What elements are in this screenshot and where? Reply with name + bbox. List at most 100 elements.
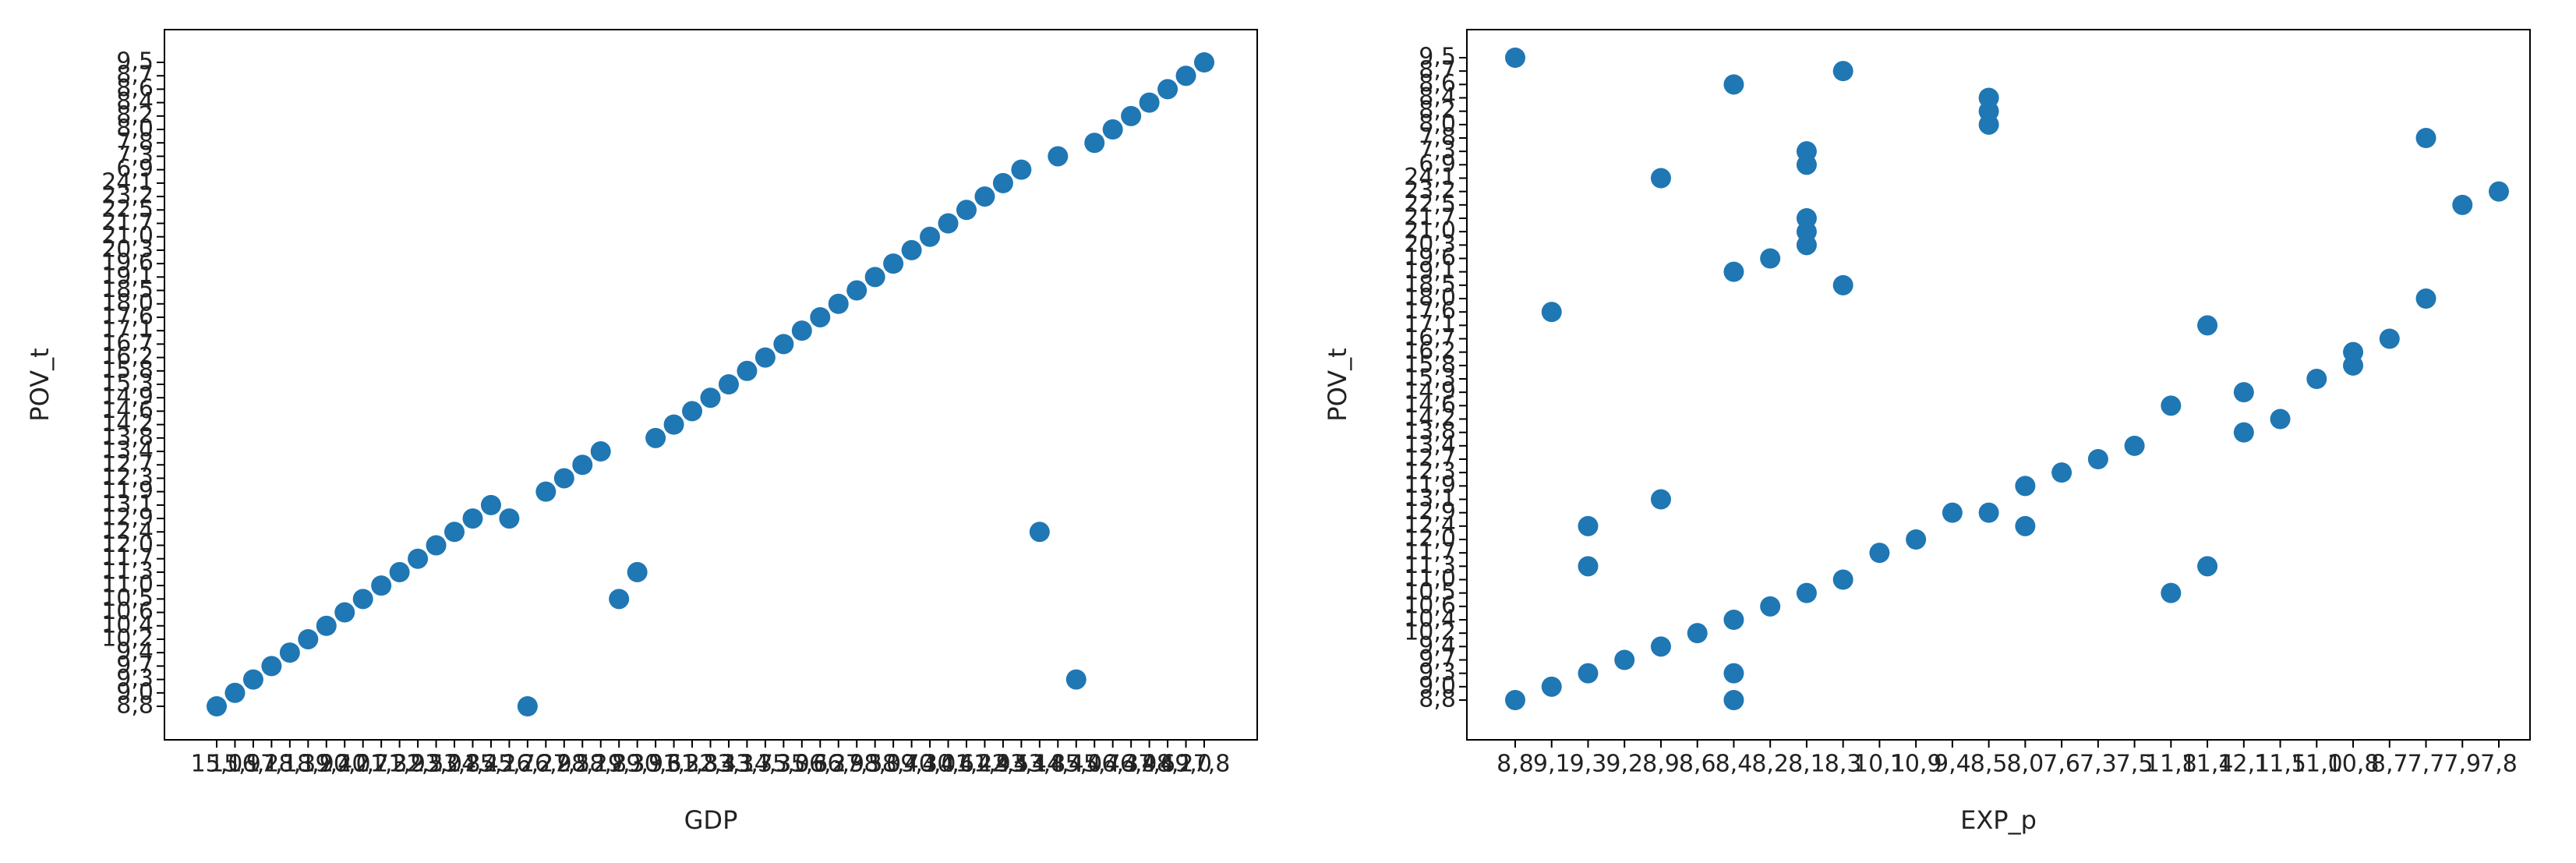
scatter-point	[1832, 61, 1853, 82]
y-tick-label: 8,6	[116, 75, 154, 102]
y-tick-label: 7,8	[116, 129, 154, 156]
x-tick-label: 8,9	[1642, 751, 1680, 778]
x-tick-label: 7,3	[2080, 751, 2117, 778]
y-tick-label: 13,4	[1404, 431, 1456, 458]
scatter-point	[1578, 556, 1599, 577]
scatter-point	[1578, 515, 1599, 536]
scatter-point	[2161, 582, 2182, 603]
y-tick-label: 23,2	[101, 182, 154, 210]
y-tick-label: 18,0	[101, 289, 154, 317]
scatter-point	[1650, 489, 1671, 510]
scatter-point	[224, 682, 246, 703]
y-tick-label: 9,0	[116, 678, 154, 706]
scatter-point	[207, 696, 227, 716]
x-tick-label: 11,8	[2145, 751, 2197, 778]
scatter-point	[2415, 128, 2436, 148]
x-tick-label: 33,7	[721, 751, 773, 778]
x-tick-label: 8,1	[1788, 751, 1825, 778]
scatter-point	[773, 334, 794, 355]
y-tick-label: 8,0	[116, 115, 154, 143]
x-tick-label: 7,9	[2443, 751, 2481, 778]
x-tick-label: 8,0	[2007, 751, 2044, 778]
y-tick-label: 24,1	[1404, 164, 1456, 191]
y-tick-label: 19,6	[1404, 244, 1456, 271]
scatter-point	[2161, 395, 2182, 416]
x-tick-label: 25,1	[465, 751, 518, 778]
y-tick-label: 8,0	[1419, 110, 1456, 137]
scatter-point	[956, 200, 977, 221]
x-tick-label: 26,9	[520, 751, 572, 778]
scatter-point	[883, 253, 904, 274]
scatter-point	[2124, 435, 2145, 456]
scatter-point	[2452, 194, 2473, 215]
scatter-point	[2087, 449, 2108, 469]
scatter-point	[864, 267, 885, 288]
y-tick-label: 19,1	[101, 263, 154, 290]
x-tick-label: 46,9	[1105, 751, 1157, 778]
y-tick-label: 16,2	[1404, 338, 1456, 365]
y-tick-label: 10,4	[1404, 606, 1456, 633]
y-tick-label: 21,7	[101, 209, 154, 236]
scatter-point	[389, 561, 410, 582]
y-tick-label: 17,6	[1404, 298, 1456, 325]
y-tick-label: 11,0	[101, 571, 154, 599]
y-tick-label: 22,5	[1404, 190, 1456, 218]
scatter-point	[1832, 569, 1853, 590]
x-tick-label: 33,1	[703, 751, 755, 778]
y-tick-label: 22,5	[101, 196, 154, 223]
x-tick-label: 36,9	[812, 751, 864, 778]
x-tick-label: 10,8	[2327, 751, 2380, 778]
y-tick-label: 16,2	[101, 343, 154, 370]
x-tick-label: 41,9	[959, 751, 1011, 778]
y-tick-label: 14,9	[101, 384, 154, 411]
x-tick-label: 21,9	[373, 751, 426, 778]
y-tick-label: 15,3	[1404, 365, 1456, 392]
scatter-point	[2197, 556, 2218, 577]
x-tick-label: 41,2	[941, 751, 993, 778]
x-tick-label: 25,7	[483, 751, 535, 778]
scatter-point	[261, 656, 282, 677]
scatter-point	[535, 481, 557, 502]
scatter-point	[609, 589, 630, 610]
y-tick-label: 11,9	[1404, 472, 1456, 499]
scatter-point	[1723, 610, 1744, 630]
y-tick-label: 8,2	[116, 101, 154, 129]
scatter-point	[1723, 690, 1744, 710]
scatter-point	[791, 320, 812, 341]
y-tick-label: 8,4	[1419, 83, 1456, 111]
x-tick-label: 22,5	[392, 751, 444, 778]
y-tick-label: 8,6	[1419, 70, 1456, 97]
y-tick-label: 10,2	[101, 624, 154, 652]
x-tick-label: 7,5	[2116, 751, 2154, 778]
y-tick-label: 12,7	[101, 451, 154, 478]
y-tick-label: 12,7	[1404, 445, 1456, 472]
y-axis-title: POV_t	[25, 348, 55, 421]
scatter-point	[2415, 288, 2436, 309]
scatter-point	[1760, 596, 1781, 617]
x-tick-label: 17,1	[246, 751, 298, 778]
y-tick-label: 19,6	[101, 249, 154, 277]
scatter-point	[298, 628, 319, 649]
y-tick-label: 10,6	[101, 598, 154, 625]
scatter-point	[1175, 65, 1196, 87]
scatter-point	[2233, 382, 2254, 403]
y-tick-label: 9,5	[1419, 44, 1456, 71]
x-tick-label: 18,3	[263, 751, 316, 778]
scatter-point	[1578, 663, 1599, 684]
x-tick-label: 17,8	[1178, 751, 1231, 778]
y-tick-label: 11,3	[101, 557, 154, 585]
scatter-point	[754, 347, 776, 368]
scatter-point	[1942, 502, 1963, 523]
x-tick-label: 29,9	[611, 751, 663, 778]
scatter-point	[1505, 690, 1525, 710]
x-tick-label: 36,2	[794, 751, 846, 778]
scatter-point	[590, 441, 611, 462]
scatter-point	[444, 522, 465, 543]
x-tick-label: 15,9	[209, 751, 261, 778]
y-tick-label: 14,2	[1404, 405, 1456, 432]
scatter-point	[553, 468, 574, 489]
y-tick-label: 12,9	[1404, 498, 1456, 525]
scatter-point	[2489, 181, 2509, 202]
scatter-point	[1541, 676, 1562, 697]
x-tick-label: 34,3	[739, 751, 791, 778]
